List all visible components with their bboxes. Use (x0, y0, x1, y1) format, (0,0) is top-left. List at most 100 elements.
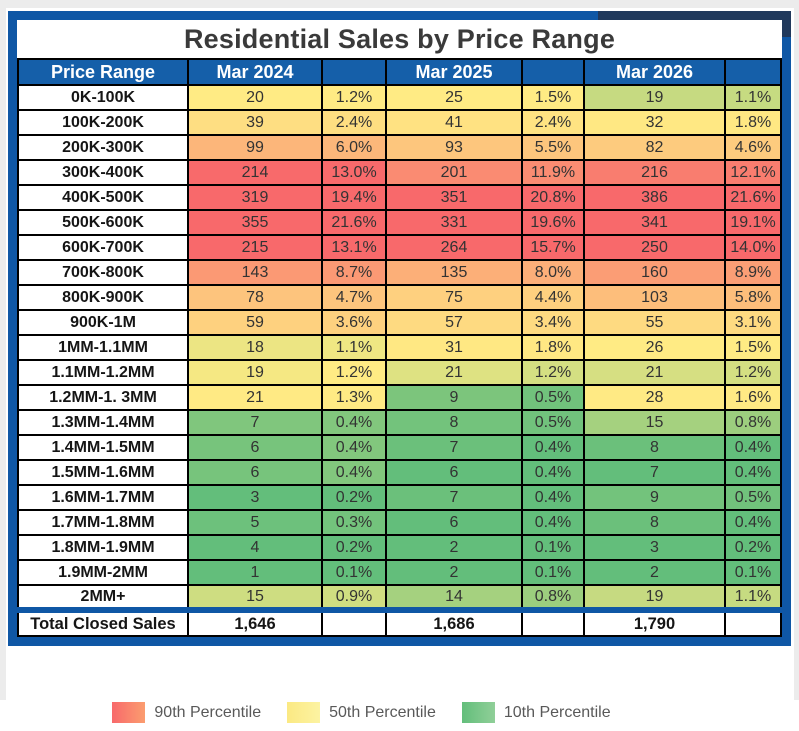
page-title: Residential Sales by Price Range (17, 20, 782, 58)
total-2024: 1,646 (187, 607, 323, 637)
table-header: Price Range Mar 2024 Mar 2025 Mar 2026 (17, 58, 782, 86)
legend-swatch-icon (112, 702, 146, 723)
percent-cell: 8.9% (724, 259, 782, 286)
count-cell: 331 (385, 209, 523, 236)
percent-cell: 11.9% (521, 159, 585, 186)
percent-cell: 3.1% (724, 309, 782, 336)
legend-swatch-icon (461, 702, 495, 723)
table-row: 100K-200K 39 2.4% 41 2.4% 32 1.8% (17, 109, 782, 136)
table-row: 1.2MM-1. 3MM 21 1.3% 9 0.5% 28 1.6% (17, 384, 782, 411)
count-cell: 201 (385, 159, 523, 186)
percent-cell: 1.6% (724, 384, 782, 411)
count-cell: 143 (187, 259, 323, 286)
price-range-cell: 1.4MM-1.5MM (17, 434, 189, 461)
count-cell: 19 (187, 359, 323, 386)
count-cell: 215 (187, 234, 323, 261)
count-cell: 21 (385, 359, 523, 386)
legend-label: 90th Percentile (154, 703, 262, 721)
count-cell: 214 (187, 159, 323, 186)
percent-cell: 21.6% (724, 184, 782, 211)
percent-cell: 8.7% (321, 259, 387, 286)
count-cell: 19 (583, 84, 726, 111)
count-cell: 6 (385, 509, 523, 536)
percent-cell: 0.9% (321, 584, 387, 611)
count-cell: 135 (385, 259, 523, 286)
count-cell: 216 (583, 159, 726, 186)
count-cell: 160 (583, 259, 726, 286)
count-cell: 7 (385, 484, 523, 511)
percent-cell: 12.1% (724, 159, 782, 186)
percent-cell: 1.8% (724, 109, 782, 136)
percent-cell: 8.0% (521, 259, 585, 286)
page-edge-right (794, 0, 799, 700)
price-range-cell: 1.1MM-1.2MM (17, 359, 189, 386)
count-cell: 25 (385, 84, 523, 111)
price-range-cell: 1.8MM-1.9MM (17, 534, 189, 561)
percent-cell: 0.4% (724, 434, 782, 461)
total-2026: 1,790 (583, 607, 726, 637)
percent-cell: 1.3% (321, 384, 387, 411)
price-range-cell: 500K-600K (17, 209, 189, 236)
percent-cell: 20.8% (521, 184, 585, 211)
count-cell: 21 (187, 384, 323, 411)
table-row: 1.4MM-1.5MM 6 0.4% 7 0.4% 8 0.4% (17, 434, 782, 461)
count-cell: 31 (385, 334, 523, 361)
percent-cell: 1.5% (521, 84, 585, 111)
percent-cell: 1.1% (724, 584, 782, 611)
count-cell: 15 (187, 584, 323, 611)
count-cell: 319 (187, 184, 323, 211)
price-range-cell: 200K-300K (17, 134, 189, 161)
price-range-cell: 1.6MM-1.7MM (17, 484, 189, 511)
table-row: 1.1MM-1.2MM 19 1.2% 21 1.2% 21 1.2% (17, 359, 782, 386)
percent-cell: 4.4% (521, 284, 585, 311)
percent-cell: 1.2% (521, 359, 585, 386)
count-cell: 3 (583, 534, 726, 561)
total-row: Total Closed Sales 1,646 1,686 1,790 (17, 607, 782, 637)
table-row: 1.9MM-2MM 1 0.1% 2 0.1% 2 0.1% (17, 559, 782, 586)
legend-item: 10th Percentile (461, 702, 611, 723)
count-cell: 39 (187, 109, 323, 136)
count-cell: 14 (385, 584, 523, 611)
table-row: 600K-700K 215 13.1% 264 15.7% 250 14.0% (17, 234, 782, 261)
header-mar-2024-pct (321, 58, 387, 86)
sales-table-frame: Residential Sales by Price Range Price R… (8, 11, 791, 646)
count-cell: 341 (583, 209, 726, 236)
table-row: 1MM-1.1MM 18 1.1% 31 1.8% 26 1.5% (17, 334, 782, 361)
count-cell: 6 (187, 459, 323, 486)
percent-cell: 14.0% (724, 234, 782, 261)
table-row: 400K-500K 319 19.4% 351 20.8% 386 21.6% (17, 184, 782, 211)
table-row: 1.7MM-1.8MM 5 0.3% 6 0.4% 8 0.4% (17, 509, 782, 536)
page-edge-left (0, 0, 6, 700)
percent-cell: 0.2% (321, 534, 387, 561)
table-row: 1.5MM-1.6MM 6 0.4% 6 0.4% 7 0.4% (17, 459, 782, 486)
percent-cell: 0.4% (321, 459, 387, 486)
percent-cell: 0.1% (321, 559, 387, 586)
percent-cell: 0.1% (521, 559, 585, 586)
count-cell: 41 (385, 109, 523, 136)
frame-dark-accent-top (598, 11, 791, 20)
count-cell: 21 (583, 359, 726, 386)
table-row: 300K-400K 214 13.0% 201 11.9% 216 12.1% (17, 159, 782, 186)
price-range-cell: 1.3MM-1.4MM (17, 409, 189, 436)
header-mar-2025-pct (521, 58, 585, 86)
count-cell: 6 (187, 434, 323, 461)
percent-cell: 6.0% (321, 134, 387, 161)
count-cell: 20 (187, 84, 323, 111)
percent-cell: 1.8% (521, 334, 585, 361)
count-cell: 6 (385, 459, 523, 486)
price-range-cell: 700K-800K (17, 259, 189, 286)
count-cell: 250 (583, 234, 726, 261)
table-row: 700K-800K 143 8.7% 135 8.0% 160 8.9% (17, 259, 782, 286)
percent-cell: 0.4% (521, 459, 585, 486)
count-cell: 78 (187, 284, 323, 311)
count-cell: 4 (187, 534, 323, 561)
count-cell: 28 (583, 384, 726, 411)
percent-cell: 13.1% (321, 234, 387, 261)
percent-cell: 4.6% (724, 134, 782, 161)
price-range-cell: 300K-400K (17, 159, 189, 186)
count-cell: 93 (385, 134, 523, 161)
count-cell: 7 (385, 434, 523, 461)
table-row: 0K-100K 20 1.2% 25 1.5% 19 1.1% (17, 84, 782, 111)
percent-cell: 0.1% (521, 534, 585, 561)
count-cell: 1 (187, 559, 323, 586)
